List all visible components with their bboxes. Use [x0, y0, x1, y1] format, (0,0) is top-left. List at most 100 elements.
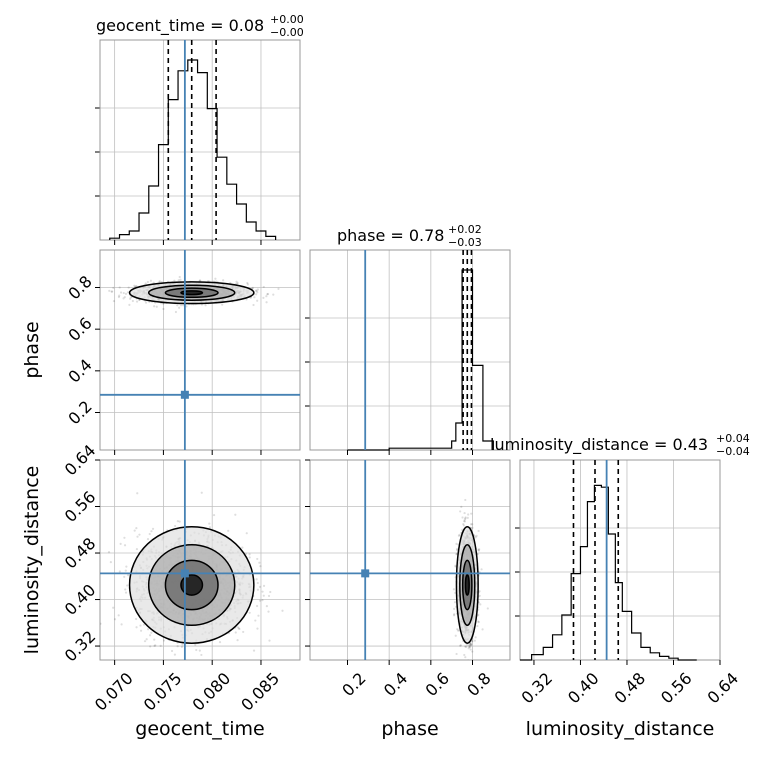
sample-point: [126, 574, 130, 577]
sample-point: [464, 516, 467, 519]
sample-point: [118, 570, 121, 573]
sample-point: [123, 544, 127, 547]
ylabel-phase: phase: [21, 321, 43, 378]
sample-point: [255, 578, 258, 581]
sample-point: [265, 605, 268, 608]
sample-point: [158, 280, 161, 283]
sample-point: [110, 290, 113, 293]
sample-point: [478, 548, 481, 551]
title-geocent-time-minus: −0.00: [270, 26, 304, 39]
sample-point: [159, 644, 162, 647]
sample-point: [475, 534, 478, 538]
sample-point: [174, 310, 178, 314]
sample-point: [456, 548, 459, 552]
y-tick-label: 0.40: [61, 580, 100, 619]
sample-point: [123, 536, 126, 539]
sample-point: [236, 639, 239, 642]
histogram-luminosity_distance: [520, 484, 697, 661]
sample-point: [452, 607, 456, 610]
sample-point: [254, 289, 258, 292]
sample-point: [178, 306, 181, 309]
sample-point: [236, 281, 239, 284]
sample-point: [139, 624, 142, 627]
sample-point: [255, 293, 258, 296]
x-tick-label: 0.40: [564, 669, 603, 708]
y-tick-label: 0.6: [64, 314, 95, 345]
sample-point: [118, 294, 121, 297]
sample-point: [193, 663, 195, 665]
sample-point: [245, 532, 248, 535]
sample-point: [120, 623, 123, 626]
sample-point: [146, 280, 149, 284]
x-tick-label: 0.2: [338, 669, 369, 700]
sample-point: [471, 650, 474, 653]
sample-point: [177, 279, 180, 282]
sample-point: [234, 513, 237, 516]
sample-point: [262, 594, 265, 597]
xlabel-luminosity-distance: luminosity_distance: [526, 718, 715, 740]
sample-point: [185, 305, 188, 308]
sample-point: [118, 286, 121, 289]
sample-point: [456, 628, 459, 631]
sample-point: [222, 279, 225, 282]
sample-point: [460, 505, 463, 508]
sample-point: [469, 523, 473, 526]
sample-point: [200, 491, 203, 494]
sample-point: [173, 279, 176, 282]
title-phase-plus: +0.02: [448, 223, 482, 236]
sample-point: [467, 647, 470, 650]
sample-point: [464, 517, 467, 520]
density-phase-vs-geocent_time: [100, 250, 300, 450]
sample-point: [236, 626, 240, 629]
sample-point: [477, 529, 480, 533]
sample-point: [470, 512, 473, 515]
sample-point: [108, 289, 111, 292]
sample-point: [124, 588, 127, 591]
sample-point: [149, 279, 153, 282]
sample-point: [256, 588, 260, 591]
sample-point: [256, 288, 260, 291]
sample-point: [123, 296, 126, 299]
sample-point: [112, 286, 115, 289]
sample-point: [467, 513, 470, 516]
panel-frame: [309, 249, 511, 451]
sample-point: [178, 520, 181, 523]
sample-point: [265, 301, 268, 304]
sample-point: [135, 284, 138, 288]
sample-point: [468, 645, 471, 649]
sample-point: [455, 652, 458, 656]
sample-point: [147, 628, 150, 631]
sample-point: [257, 614, 260, 617]
sample-point: [162, 639, 166, 642]
sample-point: [182, 304, 185, 307]
y-tick-label: 0.8: [64, 272, 95, 303]
sample-point: [462, 523, 465, 526]
sample-point: [126, 291, 130, 294]
sample-point: [227, 529, 230, 532]
x-tick-label: 0.56: [657, 669, 696, 708]
sample-point: [117, 295, 121, 299]
sample-point: [153, 305, 156, 308]
sample-point: [463, 518, 466, 521]
sample-point: [218, 641, 222, 644]
sample-point: [277, 287, 280, 290]
sample-point: [111, 290, 114, 293]
sample-point: [198, 279, 202, 282]
sample-point: [468, 646, 472, 649]
sample-point: [477, 549, 480, 552]
sample-point: [194, 643, 197, 646]
sample-point: [142, 623, 146, 626]
truth-marker: [180, 569, 189, 578]
sample-point: [174, 524, 177, 528]
sample-point: [107, 551, 111, 554]
sample-point: [468, 644, 471, 647]
sample-point: [266, 293, 269, 296]
panel-frame: [519, 459, 721, 661]
sample-point: [122, 297, 125, 300]
sample-point: [135, 300, 139, 303]
title-geocent-time: geocent_time = 0.08: [96, 16, 264, 36]
sample-point: [145, 638, 148, 641]
sample-point: [468, 644, 471, 647]
x-tick-label: 0.080: [189, 669, 235, 715]
sample-point: [459, 644, 462, 647]
